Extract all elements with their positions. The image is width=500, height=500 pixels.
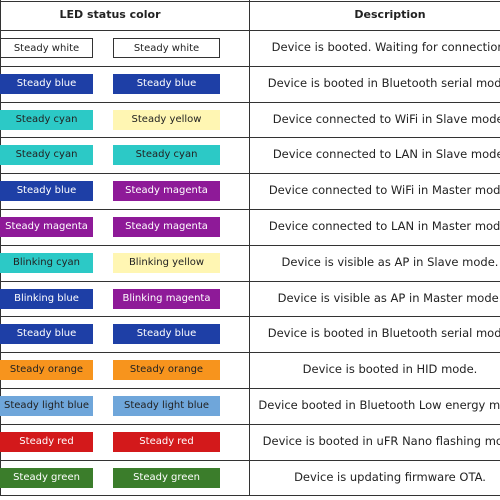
led-status: Steady cyan	[0, 109, 93, 130]
led-status: Steady magenta	[113, 181, 220, 202]
description: Device is booted in HID mode.	[302, 362, 478, 377]
led-status: Steady orange	[113, 360, 220, 381]
row-divider	[0, 352, 500, 354]
led-status: Steady light blue	[113, 395, 220, 416]
row-divider	[0, 209, 500, 210]
header-cell: LED status color	[59, 8, 161, 21]
led-status: Steady magenta	[0, 216, 93, 237]
description: Device is updating firmware OTA.	[294, 469, 486, 484]
row-divider	[0, 388, 500, 389]
led-status: Steady magenta	[113, 216, 220, 237]
led-status: Steady blue	[0, 324, 93, 345]
led-status: Steady yellow	[113, 109, 220, 130]
description: Device is booted in Bluetooth serial mod…	[267, 326, 500, 341]
row-divider	[0, 495, 500, 497]
led-status: Steady white	[113, 37, 220, 58]
row-divider	[0, 137, 500, 139]
row-divider	[0, 65, 500, 67]
column-divider	[249, 0, 250, 495]
row-divider	[0, 423, 500, 425]
led-status: Steady white	[0, 37, 93, 58]
led-status: Steady green	[0, 467, 93, 488]
row-divider	[0, 280, 500, 282]
led-status: Steady cyan	[0, 145, 93, 166]
row-divider	[0, 459, 500, 461]
led-status: Steady cyan	[113, 145, 220, 166]
header-cell: Description	[354, 8, 426, 21]
row-divider	[0, 30, 500, 31]
led-status: Steady blue	[113, 324, 220, 345]
row-divider	[0, 173, 500, 175]
led-status: Steady light blue	[0, 395, 93, 416]
row-divider	[0, 244, 500, 246]
description: Device is visible as AP in Slave mode.	[281, 254, 499, 269]
table-border	[0, 0, 1, 495]
description: Device is visible as AP in Master mode.	[277, 290, 500, 305]
description: Device connected to LAN in Slave mode.	[272, 147, 500, 162]
description: Device is booted in Bluetooth serial mod…	[267, 75, 500, 90]
description: Device connected to WiFi in Master mode.	[268, 183, 500, 198]
description: Device connected to WiFi in Slave mode.	[272, 111, 500, 126]
led-status: Steady blue	[113, 73, 220, 94]
led-status: Blinking cyan	[0, 252, 93, 273]
description: Device booted in Bluetooth Low energy mo…	[258, 398, 500, 412]
led-status: Steady blue	[0, 73, 93, 94]
led-status: Blinking blue	[0, 288, 93, 309]
description: Device is booted in uFR Nano flashing mo…	[262, 433, 500, 448]
description: Device is booted. Waiting for connection…	[271, 40, 500, 54]
led-status: Blinking magenta	[113, 288, 220, 309]
led-status: Blinking yellow	[113, 252, 220, 273]
table-border	[0, 1, 500, 2]
description: Device connected to LAN in Master mode.	[268, 219, 500, 233]
row-divider	[0, 101, 500, 103]
led-status: Steady red	[113, 431, 220, 452]
led-status: Steady blue	[0, 181, 93, 202]
led-status: Steady red	[0, 431, 93, 452]
led-status: Steady green	[113, 467, 220, 488]
row-divider	[0, 316, 500, 318]
led-status: Steady orange	[0, 360, 93, 381]
